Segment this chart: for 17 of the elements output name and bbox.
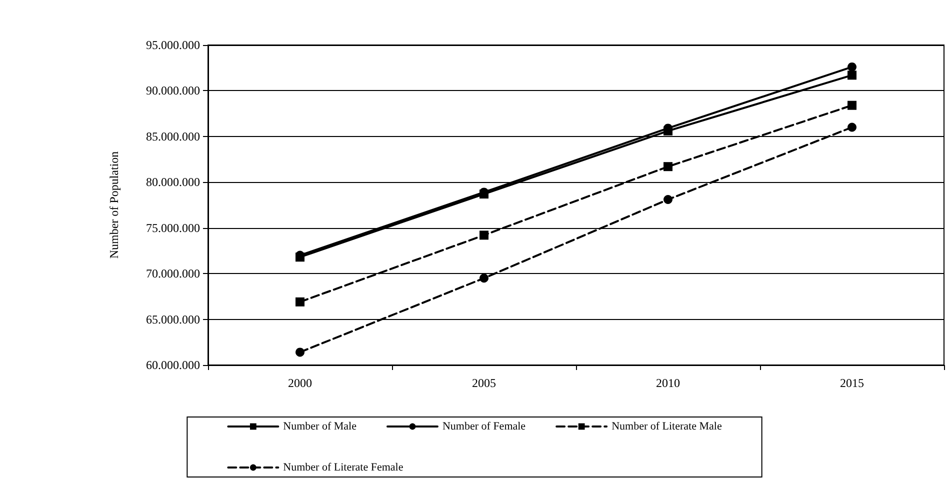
x-tick-label: 2000 (288, 376, 312, 390)
y-axis-title: Number of Population (107, 151, 121, 259)
x-tick-label: 2015 (840, 376, 864, 390)
y-tick-label: 80.000.000 (146, 175, 200, 190)
y-tick-label: 65.000.000 (146, 312, 200, 326)
y-tick-label: 70.000.000 (146, 266, 200, 281)
y-tick-label: 75.000.000 (146, 220, 200, 235)
y-tick-label: 60.000.000 (146, 358, 200, 372)
x-tick-label: 2005 (472, 376, 496, 390)
legend-label: Number of Female (442, 420, 526, 432)
legend-label: Number of Male (283, 420, 357, 432)
x-tick-label: 2010 (656, 376, 680, 390)
y-tick-label: 95.000.000 (146, 38, 200, 52)
y-tick-label: 85.000.000 (146, 129, 200, 144)
legend-label: Number of Literate Female (283, 462, 404, 474)
y-tick-label: 90.000.000 (146, 84, 200, 98)
legend-label: Number of Literate Male (612, 420, 722, 432)
